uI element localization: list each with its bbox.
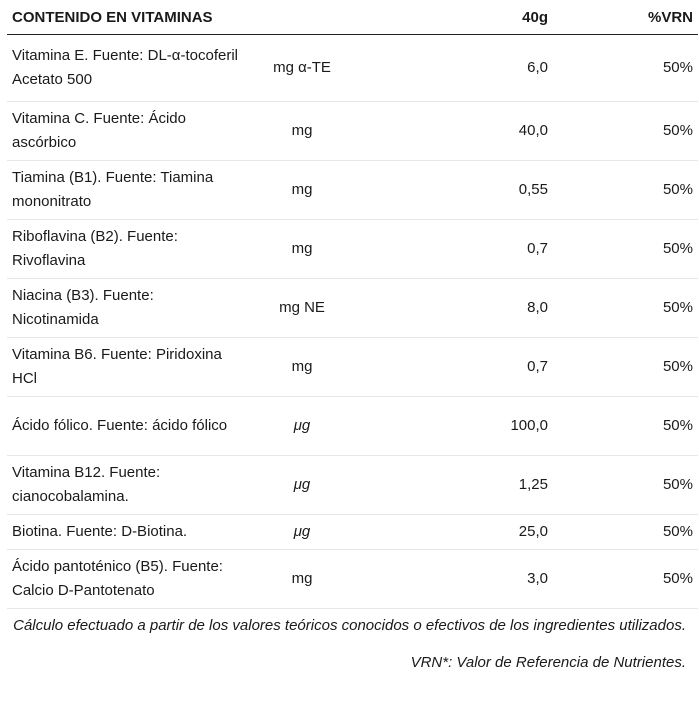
- nutrient-name: Vitamina B12. Fuente: cianocobalamina.: [7, 455, 247, 515]
- nutrient-amount: 0,7: [397, 337, 552, 397]
- nutrient-unit: mg: [247, 549, 397, 609]
- nutrient-amount: 3,0: [397, 549, 552, 609]
- nutrient-name: Tiamina (B1). Fuente: Tiamina mononitrat…: [7, 160, 247, 220]
- unit-label: mg: [291, 358, 313, 375]
- nutrient-name: Ácido fólico. Fuente: ácido fólico: [7, 396, 247, 456]
- unit-label: μg: [293, 417, 311, 434]
- header-amount: 40g: [397, 0, 552, 35]
- table-row: Vitamina B6. Fuente: Piridoxina HCl mg 0…: [7, 337, 698, 397]
- unit-label: mg α-TE: [273, 59, 331, 76]
- nutrient-unit: mg: [247, 219, 397, 279]
- nutrient-name: Riboflavina (B2). Fuente: Rivoflavina: [7, 219, 247, 279]
- nutrient-unit: mg: [247, 337, 397, 397]
- nutrient-amount: 100,0: [397, 396, 552, 456]
- nutrient-unit: μg: [247, 455, 397, 515]
- nutrient-name: Vitamina B6. Fuente: Piridoxina HCl: [7, 337, 247, 397]
- nutrient-name: Vitamina E. Fuente: DL-α-tocoferil Aceta…: [7, 34, 247, 102]
- nutrient-unit: mg α-TE: [247, 34, 397, 102]
- table-row: Tiamina (B1). Fuente: Tiamina mononitrat…: [7, 160, 698, 220]
- nutrient-vrn: 50%: [552, 219, 698, 279]
- table-row: Niacina (B3). Fuente: Nicotinamida mg NE…: [7, 278, 698, 338]
- unit-label: mg: [291, 570, 313, 587]
- vitamin-content-panel: CONTENIDO EN VITAMINAS 40g %VRN Vitamina…: [7, 0, 698, 675]
- nutrient-vrn: 50%: [552, 455, 698, 515]
- nutrient-vrn: 50%: [552, 549, 698, 609]
- table-row: Ácido pantoténico (B5). Fuente: Calcio D…: [7, 549, 698, 609]
- nutrient-amount: 40,0: [397, 101, 552, 161]
- header-nutrient: CONTENIDO EN VITAMINAS: [7, 0, 247, 35]
- unit-label: mg: [291, 181, 313, 198]
- nutrient-amount: 0,55: [397, 160, 552, 220]
- nutrient-unit: mg: [247, 101, 397, 161]
- nutrient-name: Niacina (B3). Fuente: Nicotinamida: [7, 278, 247, 338]
- nutrient-vrn: 50%: [552, 396, 698, 456]
- table-row: Ácido fólico. Fuente: ácido fólico μg 10…: [7, 396, 698, 456]
- nutrient-vrn: 50%: [552, 337, 698, 397]
- table-row: Riboflavina (B2). Fuente: Rivoflavina mg…: [7, 219, 698, 279]
- nutrient-vrn: 50%: [552, 160, 698, 220]
- nutrient-vrn: 50%: [552, 278, 698, 338]
- nutrient-amount: 25,0: [397, 514, 552, 550]
- vrn-definition-note: VRN*: Valor de Referencia de Nutrientes.: [410, 654, 686, 671]
- nutrient-unit: μg: [247, 396, 397, 456]
- vitamin-table: CONTENIDO EN VITAMINAS 40g %VRN Vitamina…: [7, 0, 698, 609]
- table-row: Vitamina C. Fuente: Ácido ascórbico mg 4…: [7, 101, 698, 161]
- unit-label: μg: [293, 523, 311, 540]
- unit-label: mg: [291, 240, 313, 257]
- nutrient-amount: 8,0: [397, 278, 552, 338]
- table-row: Biotina. Fuente: D-Biotina. μg 25,0 50%: [7, 514, 698, 550]
- nutrient-unit: μg: [247, 514, 397, 550]
- header-vrn: %VRN: [552, 0, 698, 35]
- header-unit: [247, 0, 397, 35]
- nutrient-amount: 0,7: [397, 219, 552, 279]
- nutrient-name: Ácido pantoténico (B5). Fuente: Calcio D…: [7, 549, 247, 609]
- nutrient-name: Biotina. Fuente: D-Biotina.: [7, 514, 247, 550]
- calculation-note: Cálculo efectuado a partir de los valore…: [13, 617, 686, 634]
- unit-label: mg NE: [279, 299, 325, 316]
- nutrient-unit: mg NE: [247, 278, 397, 338]
- vitamin-table-header: CONTENIDO EN VITAMINAS 40g %VRN: [7, 0, 698, 35]
- nutrient-amount: 6,0: [397, 34, 552, 102]
- nutrient-vrn: 50%: [552, 34, 698, 102]
- unit-label: mg: [291, 122, 313, 139]
- header-row: CONTENIDO EN VITAMINAS 40g %VRN: [7, 0, 698, 35]
- nutrient-name: Vitamina C. Fuente: Ácido ascórbico: [7, 101, 247, 161]
- table-row: Vitamina B12. Fuente: cianocobalamina. μ…: [7, 455, 698, 515]
- nutrient-vrn: 50%: [552, 101, 698, 161]
- nutrient-vrn: 50%: [552, 514, 698, 550]
- nutrient-unit: mg: [247, 160, 397, 220]
- unit-label: μg: [293, 476, 311, 493]
- nutrient-amount: 1,25: [397, 455, 552, 515]
- table-row: Vitamina E. Fuente: DL-α-tocoferil Aceta…: [7, 34, 698, 102]
- vitamin-table-body: Vitamina E. Fuente: DL-α-tocoferil Aceta…: [7, 34, 698, 609]
